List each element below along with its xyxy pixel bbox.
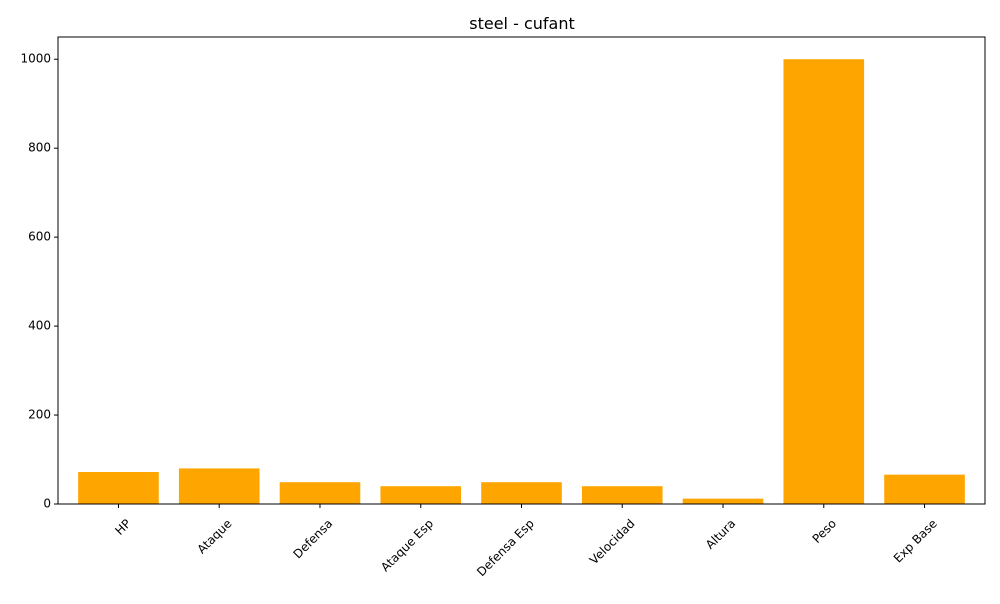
bar-defensa (279, 482, 361, 504)
x-tick-label: HP (112, 516, 133, 537)
bar-ataque-esp (380, 486, 462, 504)
y-tick-label: 200 (28, 408, 51, 422)
x-tick-label: Altura (703, 516, 738, 551)
bar-defensa-esp (481, 482, 562, 504)
y-tick-label: 400 (28, 319, 51, 333)
bar-hp (78, 471, 159, 504)
chart-title: steel - cufant (469, 14, 574, 33)
x-axis: HP Ataque Defensa Ataque Esp Defensa Esp Velo… (112, 504, 940, 579)
bar-peso (783, 59, 865, 504)
y-tick-label: 1000 (20, 52, 51, 66)
x-tick-label: Exp Base (891, 516, 940, 565)
x-tick-label: Ataque Esp (378, 516, 436, 574)
y-axis: 0 200 400 600 800 1000 (20, 52, 58, 511)
x-tick-label: Defensa (290, 516, 335, 561)
x-tick-label: Defensa Esp (474, 516, 537, 579)
y-tick-label: 600 (28, 230, 51, 244)
bars-group (78, 59, 965, 504)
bar-ataque (178, 468, 260, 504)
bar-exp-base (884, 474, 965, 504)
bar-velocidad (581, 486, 663, 504)
bar-altura (682, 498, 764, 504)
x-tick-label: Ataque (194, 516, 234, 556)
y-tick-label: 800 (28, 141, 51, 155)
y-tick-label: 0 (43, 497, 51, 511)
x-tick-label: Peso (810, 516, 840, 546)
plot-frame (57, 36, 986, 505)
x-tick-label: Velocidad (587, 516, 638, 567)
